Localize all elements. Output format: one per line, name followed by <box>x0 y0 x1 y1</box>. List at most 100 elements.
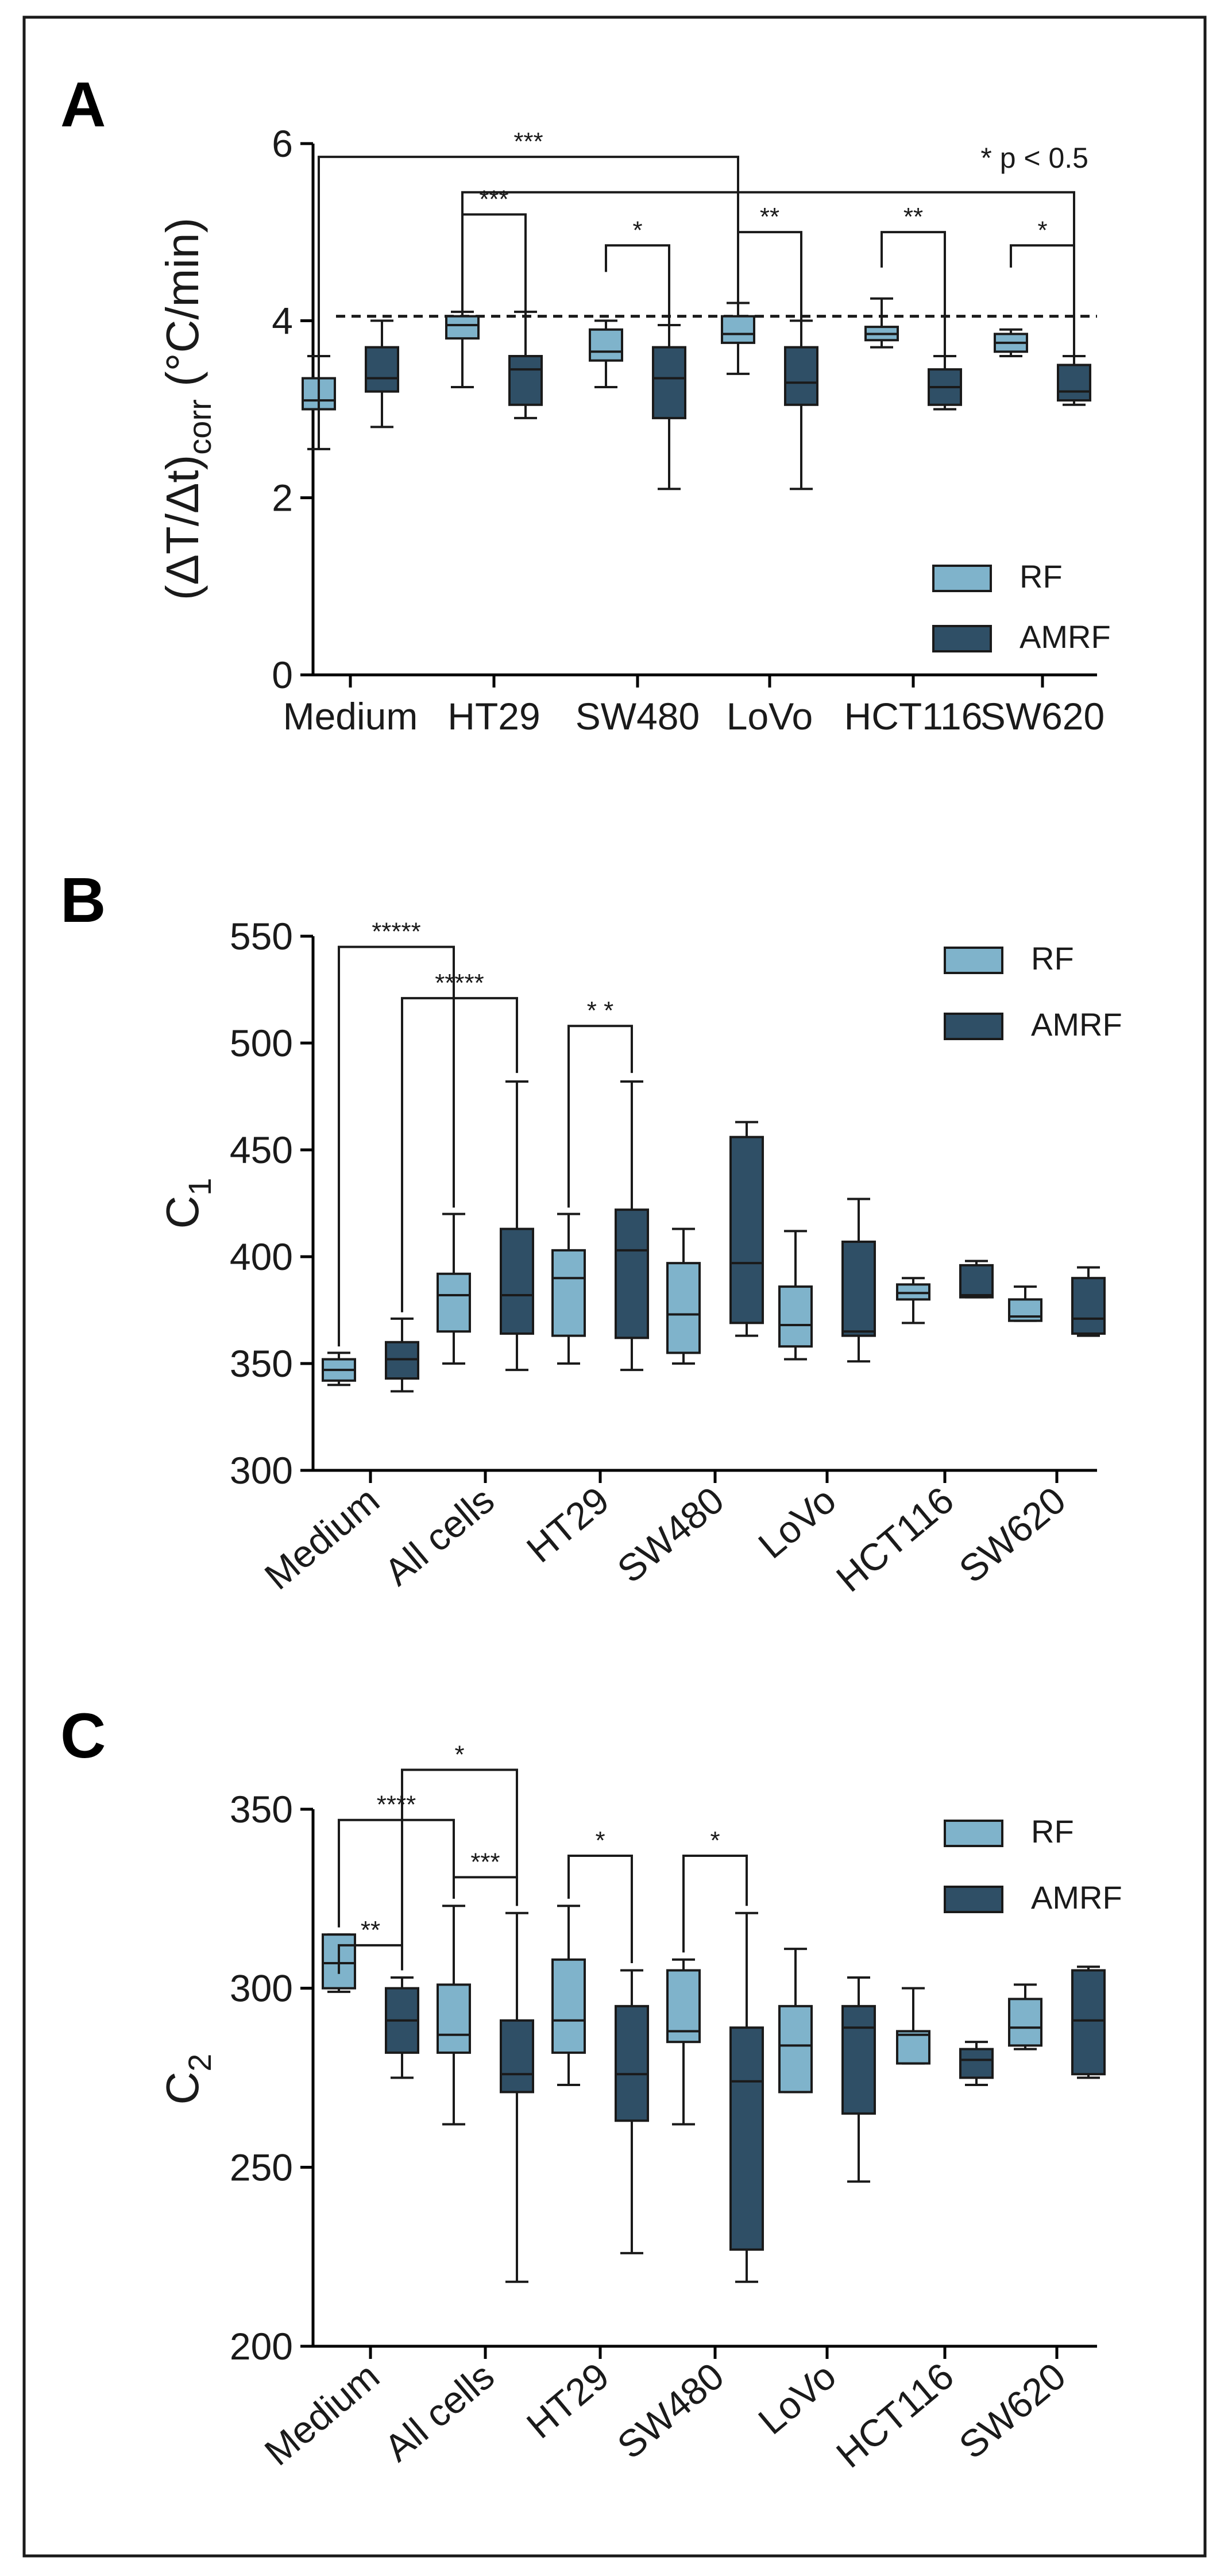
panel-a-rf-ht29-box <box>445 315 480 340</box>
panel-b-y-axis-label: C1 <box>157 1178 218 1229</box>
panel-b-rf-all-cells-box <box>437 1272 471 1333</box>
panel-a-legend-label-amrf: AMRF <box>1020 619 1111 655</box>
panel-a-amrf-sw480-box <box>652 346 686 419</box>
panel-b-legend-label-rf: RF <box>1031 940 1074 976</box>
panel-a-y-tick-label: 6 <box>272 122 293 165</box>
panel-c-amrf-hct116-box <box>959 2048 994 2079</box>
panel-c-rf-ht29-box <box>551 1958 586 2054</box>
panel-a-significance-bracket-3 <box>461 213 527 312</box>
panel-a-category-label-hct116: HCT116 <box>844 695 983 737</box>
panel-c-significance-bracket-4 <box>453 1876 518 1906</box>
panel-a-p-value-note: * p < 0.5 <box>980 142 1088 174</box>
panel-c-significance-label-1: * <box>454 1740 464 1768</box>
panel-c-significance-label-3: ** <box>361 1916 380 1944</box>
panel-b-significance-bracket-2 <box>401 997 518 1312</box>
panel-a-significance-label-5: ** <box>760 203 779 231</box>
panel-c-significance-bracket-5 <box>567 1855 633 1964</box>
panel-a-category-label-ht29: HT29 <box>447 695 540 737</box>
panel-b-rf-lovo-box <box>778 1285 813 1348</box>
panel-b-rf-ht29-box <box>551 1249 586 1337</box>
panel-c-legend-swatch-amrf <box>944 1886 1003 1913</box>
panel-b-category-label-medium: Medium <box>257 1478 387 1598</box>
panel-b-legend-swatch-rf <box>944 947 1003 974</box>
panel-c-category-label-sw480: SW480 <box>609 2354 732 2467</box>
panel-c-significance-bracket-2 <box>338 1818 455 1928</box>
panel-b-significance-bracket-3 <box>567 1025 633 1208</box>
panel-b-significance-label-1: ***** <box>372 918 421 946</box>
panel-c-category-label-medium: Medium <box>257 2354 387 2474</box>
panel-a-amrf-sw620-box <box>1057 364 1091 402</box>
panel-c-amrf-lovo-box <box>841 2005 876 2115</box>
panel-b-category-label-all-cells: All cells <box>376 1478 502 1593</box>
panel-c-y-axis-label-subscript: 2 <box>182 2054 218 2072</box>
panel-a-rf-lovo-box <box>721 315 755 344</box>
panel-a-significance-label-4: * <box>632 216 642 244</box>
panel-b-legend-swatch-amrf <box>944 1013 1003 1040</box>
panel-b-y-axis-label-main: C <box>157 1196 208 1229</box>
panel-b-category-label-ht29: HT29 <box>519 1478 617 1570</box>
panel-a-significance-label-1: *** <box>513 128 543 156</box>
panel-c-category-label-hct116: HCT116 <box>828 2354 961 2476</box>
panel-b-rf-sw480-box <box>666 1262 701 1354</box>
panel-c-category-label-lovo: LoVo <box>750 2354 844 2442</box>
panel-b-legend-label-amrf: AMRF <box>1031 1006 1122 1042</box>
panel-a-amrf-medium-box <box>365 346 399 393</box>
panel-b-y-tick-label: 500 <box>230 1022 293 1064</box>
panel-c-rf-sw620-box <box>1008 1998 1042 2047</box>
panel-a-legend-label-rf: RF <box>1020 558 1063 594</box>
panel-b-amrf-hct116-box <box>959 1264 994 1299</box>
panel-c-y-tick-label: 200 <box>230 2325 293 2368</box>
panel-c-significance-label-2: **** <box>377 1791 416 1819</box>
panel-b-y-tick-label: 550 <box>230 915 293 957</box>
panel-c-rf-hct116-box <box>896 2030 930 2065</box>
panel-b-amrf-lovo-box <box>841 1240 876 1337</box>
panel-b-y-tick-label: 350 <box>230 1342 293 1385</box>
panel-c-y-tick-label: 300 <box>230 1967 293 2010</box>
panel-c-legend-swatch-rf <box>944 1820 1003 1847</box>
panel-a-y-tick-label: 4 <box>272 299 293 342</box>
figure-border <box>22 16 1207 2558</box>
panel-a-category-label-sw480: SW480 <box>576 695 700 737</box>
panel-a-y-axis-label-subscript: corr <box>182 399 218 454</box>
panel-b-amrf-sw620-box <box>1071 1277 1106 1335</box>
panel-a-y-tick-label: 2 <box>272 477 293 519</box>
panel-a-category-label-lovo: LoVo <box>727 695 813 737</box>
panel-a-amrf-lovo-box <box>784 346 818 406</box>
panel-a-category-label-sw620: SW620 <box>980 695 1105 737</box>
panel-b-significance-label-2: ***** <box>435 969 484 997</box>
panel-c-significance-bracket-3 <box>338 1944 403 1974</box>
panel-a-significance-label-7: * <box>1037 216 1047 244</box>
panel-a-rf-sw480-box <box>589 328 623 362</box>
panel-c-amrf-sw620-box <box>1071 1969 1106 2076</box>
panel-b-amrf-all-cells-box <box>500 1227 534 1335</box>
panel-a-significance-bracket-5 <box>737 231 802 326</box>
panel-b-category-label-sw480: SW480 <box>609 1478 732 1591</box>
panel-a-y-tick-label: 0 <box>272 654 293 696</box>
panel-label-c: C <box>60 1701 106 1771</box>
panel-b-significance-label-3: * * <box>587 997 613 1025</box>
panel-c-y-axis-label: C2 <box>157 2054 218 2105</box>
panel-c-y-axis-label-main: C <box>157 2072 208 2105</box>
panel-c-rf-all-cells-box <box>437 1983 471 2054</box>
panel-b-amrf-sw480-box <box>729 1136 764 1324</box>
panel-c-significance-bracket-6 <box>682 1855 748 1953</box>
panel-a-significance-label-6: ** <box>903 203 923 231</box>
panel-a-y-axis-label-main: (ΔT/Δt) <box>157 455 208 600</box>
panel-b-category-label-lovo: LoVo <box>750 1478 844 1566</box>
panel-c-category-label-ht29: HT29 <box>519 2354 617 2446</box>
panel-c-category-label-all-cells: All cells <box>376 2354 502 2469</box>
panel-a-significance-bracket-4 <box>605 244 670 330</box>
panel-c-rf-sw480-box <box>666 1969 701 2044</box>
panel-b-y-tick-label: 300 <box>230 1449 293 1492</box>
panel-b-category-label-hct116: HCT116 <box>828 1478 961 1600</box>
panel-a-y-axis-label: (ΔT/Δt)corr (°C/min) <box>157 218 218 600</box>
panel-c-y-tick-label: 250 <box>230 2146 293 2188</box>
panel-b-category-label-sw620: SW620 <box>951 1478 1073 1591</box>
panel-c-rf-lovo-box <box>778 2005 813 2094</box>
panel-a-legend-swatch-rf <box>932 565 992 592</box>
panel-a-significance-label-3: *** <box>479 185 508 213</box>
panel-c-legend-label-amrf: AMRF <box>1031 1879 1122 1915</box>
